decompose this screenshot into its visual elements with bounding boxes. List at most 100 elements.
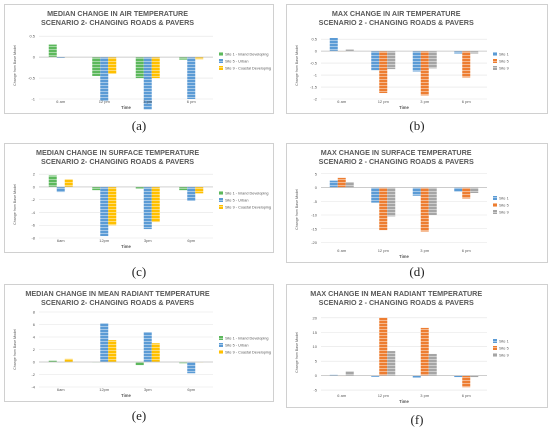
bar	[470, 187, 479, 193]
bar	[462, 51, 471, 78]
x-tick-label: 3 pm	[420, 99, 430, 104]
bar	[48, 360, 57, 362]
bar	[64, 358, 73, 362]
bar	[187, 186, 196, 201]
y-tick-label: 4	[33, 335, 36, 340]
bar	[387, 51, 396, 70]
panel-label-d: (d)	[409, 264, 425, 279]
bar	[329, 37, 338, 52]
x-tick-label: 12pm	[99, 387, 110, 392]
chart-title: MEDIAN CHANGE IN AIR TEMPERATURE	[47, 9, 188, 18]
y-tick-label: -0.5	[310, 61, 318, 66]
bar	[100, 186, 109, 237]
bar	[454, 375, 463, 378]
bar	[428, 187, 437, 215]
bar	[56, 57, 65, 58]
bar	[470, 375, 479, 378]
legend-label: Site 1 - Inland Developing	[225, 337, 268, 341]
x-tick-label: 3 pm	[420, 248, 430, 253]
x-tick-label: 6 am	[337, 99, 347, 104]
bar	[187, 362, 196, 374]
legend-swatch	[219, 59, 223, 63]
y-tick-label: 5	[315, 359, 318, 364]
bar	[108, 186, 117, 226]
bar	[462, 187, 471, 199]
y-tick-label: 0	[33, 360, 36, 365]
bar	[345, 371, 354, 376]
legend-label: Site 1	[499, 53, 509, 57]
bar	[412, 375, 421, 378]
y-tick-label: -15	[311, 226, 318, 231]
y-tick-label: -2	[31, 197, 35, 202]
x-tick-label: 12 pm	[99, 99, 111, 104]
panel-label-c: (c)	[131, 264, 147, 279]
x-axis-label: Time	[121, 393, 131, 398]
chart-panel-e: MEDIAN CHANGE IN MEAN RADIANT TEMPERATUR…	[4, 284, 274, 402]
bar	[179, 57, 188, 60]
legend-swatch	[493, 66, 497, 70]
panel-label-f: (f)	[410, 412, 424, 427]
y-tick-label: 0	[33, 184, 36, 189]
y-tick-label: -4	[31, 210, 35, 215]
y-axis-label: Change from Base Model	[13, 45, 17, 86]
legend-swatch	[493, 210, 497, 214]
chart-panel-a: MEDIAN CHANGE IN AIR TEMPERATURE SCENARIO…	[4, 4, 274, 114]
x-tick-label: 6 pm	[462, 393, 472, 398]
bar	[143, 57, 152, 110]
chart-subtitle: SCENARIO 2 - CHANGING ROADS & PAVERS	[319, 157, 474, 166]
bar	[195, 186, 204, 194]
legend-swatch	[493, 353, 497, 357]
bar	[64, 179, 73, 187]
bar	[454, 51, 463, 54]
x-tick-label: 12 pm	[378, 99, 390, 104]
x-tick-label: 6am	[57, 387, 65, 392]
y-tick-label: -4	[31, 385, 35, 390]
bar	[454, 187, 463, 192]
chart-panel-c: MEDIAN CHANGE IN SURFACE TEMPERATURE SCEN…	[4, 143, 274, 253]
x-tick-label: 3 pm	[420, 393, 430, 398]
chart-svg: MEDIAN CHANGE IN AIR TEMPERATURESCENARIO…	[13, 9, 271, 110]
bar	[48, 175, 57, 187]
legend-label: Site 5	[499, 60, 509, 64]
chart-subtitle: SCENARIO 2 - CHANGING ROADS & PAVERS	[319, 18, 474, 27]
legend-label: Site 5 - Urban	[225, 60, 248, 64]
bar	[412, 187, 421, 196]
y-tick-label: -1	[313, 73, 317, 78]
legend-label: Site 9	[499, 211, 509, 215]
x-axis-label: Time	[399, 399, 409, 404]
legend-label: Site 1	[499, 197, 509, 201]
panel-label-e: (e)	[131, 408, 147, 423]
bar	[428, 51, 437, 69]
y-tick-label: 0.5	[311, 37, 317, 42]
y-axis-label: Change from Base Model	[13, 329, 17, 370]
bar	[151, 343, 160, 362]
x-tick-label: 3 pm	[143, 99, 153, 104]
bar	[345, 49, 354, 52]
panel-label-a: (a)	[131, 118, 147, 133]
legend-swatch	[219, 198, 223, 202]
y-tick-label: -5	[313, 199, 317, 204]
chart-title: MEDIAN CHANGE IN SURFACE TEMPERATURE	[36, 148, 199, 157]
chart-panel-b: MAX CHANGE IN AIR TEMPERATURE SCENARIO 2 …	[286, 4, 548, 114]
y-tick-label: 0	[315, 373, 318, 378]
y-tick-label: 0	[315, 49, 318, 54]
chart-title: MAX CHANGE IN SURFACE TEMPERATURE	[321, 148, 472, 157]
chart-subtitle: SCENARIO 2- CHANGING ROADS & PAVERS	[41, 157, 194, 166]
bar	[371, 187, 380, 203]
bar	[92, 186, 101, 191]
x-tick-label: 6 pm	[462, 99, 472, 104]
x-tick-label: 3pm	[144, 238, 152, 243]
legend-label: Site 1	[499, 340, 509, 344]
chart-svg: MAX CHANGE IN SURFACE TEMPERATURESCENARI…	[295, 148, 509, 259]
x-tick-label: 12pm	[99, 238, 110, 243]
y-tick-label: 0	[33, 55, 36, 60]
y-tick-label: -20	[311, 240, 318, 245]
y-tick-label: 0.5	[29, 34, 35, 39]
legend-label: Site 5 - Urban	[225, 199, 248, 203]
bar	[56, 186, 65, 193]
legend-swatch	[219, 52, 223, 56]
chart-svg: MEDIAN CHANGE IN MEAN RADIANT TEMPERATUR…	[13, 289, 271, 398]
bar	[100, 57, 109, 102]
chart-svg: MEDIAN CHANGE IN SURFACE TEMPERATURESCEN…	[13, 148, 271, 249]
legend-label: Site 9 - Coastal Developing	[225, 206, 271, 210]
